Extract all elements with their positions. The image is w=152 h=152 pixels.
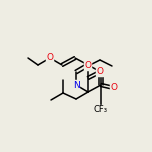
Text: O: O — [97, 67, 104, 76]
Text: O: O — [47, 54, 54, 62]
Text: O: O — [85, 62, 92, 71]
Text: O: O — [111, 83, 117, 93]
Text: N: N — [73, 81, 79, 90]
Text: CF₃: CF₃ — [94, 105, 108, 114]
